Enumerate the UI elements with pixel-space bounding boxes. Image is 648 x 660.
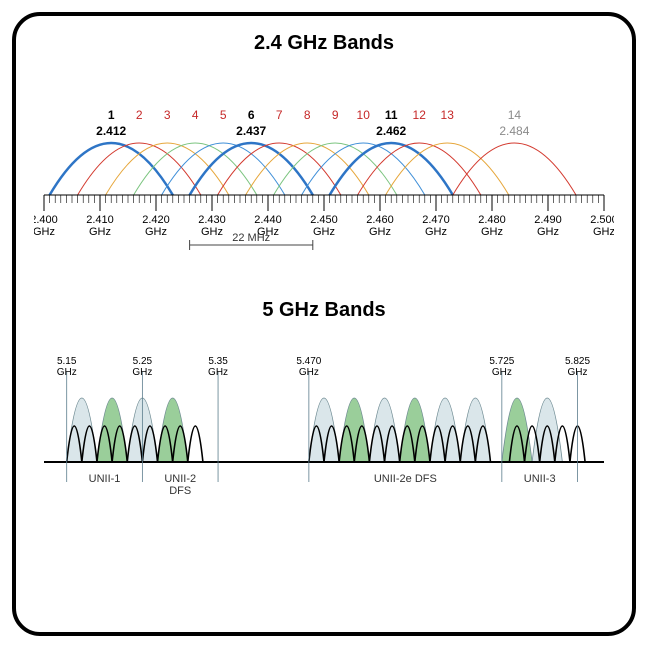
band-label: UNII-1 [89, 473, 121, 485]
freq-marker-label: 5.25GHz [132, 356, 152, 378]
channel-num-6: 6 [248, 108, 255, 122]
channel-num-13: 13 [441, 108, 455, 122]
channel-num-8: 8 [304, 108, 311, 122]
freq-marker-label: 5.35GHz [208, 356, 228, 378]
chart-24ghz: 2.400GHz2.410GHz2.420GHz2.430GHz2.440GHz… [34, 65, 614, 265]
freq-marker-label: 5.15GHz [57, 356, 77, 378]
channel-num-3: 3 [164, 108, 171, 122]
width-marker-label: 22 MHz [232, 232, 270, 244]
channel-arc-7 [218, 143, 341, 195]
wide-channel-lobe [502, 398, 532, 462]
channel-num-5: 5 [220, 108, 227, 122]
freq-marker-label: 5.470GHz [296, 356, 321, 378]
axis-label: 2.480GHz [478, 214, 506, 238]
channel-arc-12 [358, 143, 481, 195]
channel-num-1: 1 [108, 108, 115, 122]
chart-5ghz: 5.15GHz 5.25GHz 5.35GHz 5.470GHz 5.725GHz 5.8… [34, 332, 614, 522]
axis-label: 2.420GHz [142, 214, 170, 238]
channel-freq-label: 2.412 [96, 124, 126, 138]
narrow-channel-lobe [188, 426, 203, 462]
channel-num-11: 11 [385, 108, 398, 122]
freq-marker-label: 5.825GHz [565, 356, 590, 378]
title-5ghz: 5 GHz Bands [30, 299, 618, 322]
channel-num-10: 10 [357, 108, 371, 122]
channel-num-12: 12 [413, 108, 427, 122]
channel-num-14: 14 [508, 108, 522, 122]
channel-num-2: 2 [136, 108, 143, 122]
axis-label: 2.430GHz [198, 214, 226, 238]
band-label: UNII-2e DFS [374, 473, 437, 485]
channel-num-9: 9 [332, 108, 339, 122]
axis-label: 2.470GHz [422, 214, 450, 238]
channel-arc-10 [302, 143, 425, 195]
axis-label: 2.490GHz [534, 214, 562, 238]
axis-label: 2.460GHz [366, 214, 394, 238]
axis-label: 2.450GHz [310, 214, 338, 238]
freq-marker-label: 5.725GHz [489, 356, 514, 378]
channel-num-7: 7 [276, 108, 283, 122]
axis-label: 2.400GHz [34, 214, 58, 238]
channel-arc-6 [190, 143, 313, 195]
channel-freq-label: 2.437 [236, 124, 266, 138]
channel-arc-1 [50, 143, 173, 195]
channel-arc-11 [330, 143, 453, 195]
band-label: UNII-2DFS [164, 473, 196, 497]
diagram-frame: 2.4 GHz Bands 2.400GHz 2.410GHz 2.420GHz 2.… [12, 12, 636, 636]
channel-num-4: 4 [192, 108, 199, 122]
axis-label: 2.500GHz [590, 214, 614, 238]
channel-freq-label: 2.462 [376, 124, 406, 138]
channel-arc-2 [78, 143, 201, 195]
title-24ghz: 2.4 GHz Bands [30, 32, 618, 55]
channel-freq-label: 2.484 [499, 124, 529, 138]
channel-arc-5 [162, 143, 285, 195]
wide-channel-lobe [532, 398, 562, 462]
band-label: UNII-3 [524, 473, 556, 485]
axis-label: 2.410GHz [86, 214, 114, 238]
